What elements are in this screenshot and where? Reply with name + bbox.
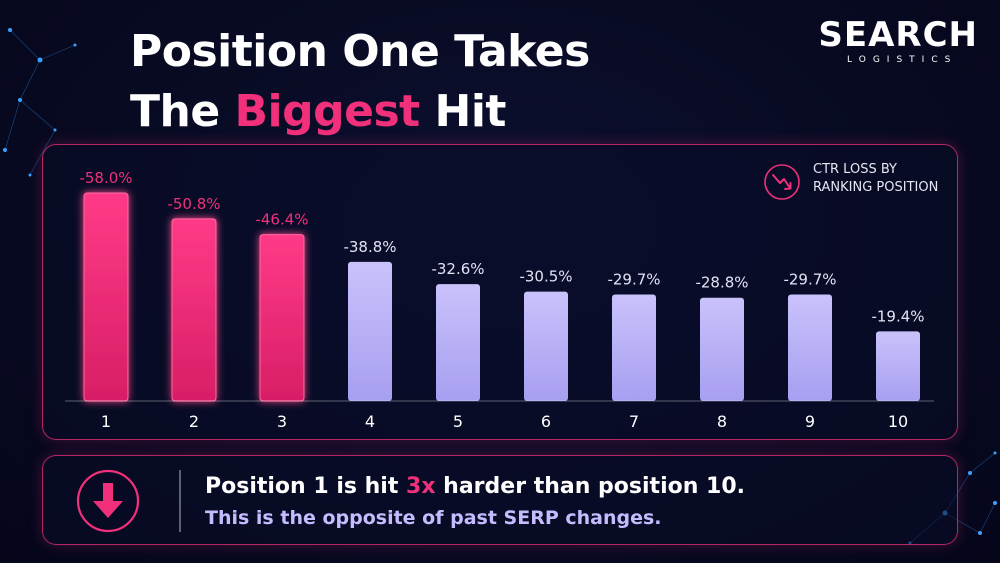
x-tick-label-1: 1	[101, 412, 111, 431]
arrow-down-circle-icon	[76, 469, 140, 533]
bar-chart: -58.0% 1 -50.8% 2 -46.4% 3 -38.8% 4 -32.6% 5 -30.5…	[65, 169, 934, 431]
bar-position-3	[259, 234, 305, 402]
x-tick-label-8: 8	[717, 412, 727, 431]
legend-line-2: RANKING POSITION	[813, 180, 939, 195]
bar-position-8	[700, 297, 744, 401]
brand-tagline: LOGISTICS	[847, 55, 958, 65]
brand-name: SEARCH	[818, 15, 978, 55]
bar-position-6	[524, 291, 568, 401]
callout-box: Position 1 is hit 3x harder than positio…	[42, 455, 958, 545]
x-tick-label-10: 10	[888, 412, 908, 431]
bar-position-5	[436, 284, 480, 401]
data-label-position-8: -28.8%	[695, 274, 748, 292]
x-tick-label-4: 4	[365, 412, 375, 431]
trend-down-icon	[764, 164, 800, 200]
title-highlight: Biggest	[234, 86, 421, 137]
data-label-position-5: -32.6%	[431, 260, 484, 278]
title-suffix: Hit	[419, 86, 507, 137]
x-tick-label-7: 7	[629, 412, 639, 431]
brand-logo: SEARCH LOGISTICS	[818, 16, 978, 66]
data-label-position-6: -30.5%	[519, 268, 572, 286]
callout-prefix: Position 1 is hit	[205, 474, 407, 499]
data-label-position-2: -50.8%	[167, 195, 220, 213]
x-tick-label-2: 2	[189, 412, 199, 431]
x-tick-label-5: 5	[453, 412, 463, 431]
chart-legend: CTR LOSS BY RANKING POSITION	[763, 161, 939, 201]
callout-line-1: Position 1 is hit 3x harder than positio…	[205, 473, 745, 501]
data-label-position-7: -29.7%	[607, 270, 660, 288]
x-tick-label-6: 6	[541, 412, 551, 431]
x-tick-label-3: 3	[277, 412, 287, 431]
chart-panel: CTR LOSS BY RANKING POSITION -58.0% 1 -50.…	[42, 144, 958, 440]
bar-position-7	[612, 294, 656, 401]
x-tick-label-9: 9	[805, 412, 815, 431]
page-title: Position One Takes The Biggest Hit	[130, 22, 590, 142]
callout-suffix: harder than position 10.	[435, 474, 746, 499]
data-label-position-9: -29.7%	[783, 270, 836, 288]
legend-text: CTR LOSS BY RANKING POSITION	[813, 161, 939, 197]
callout-line-2: This is the opposite of past SERP change…	[205, 507, 662, 529]
bar-position-10	[876, 331, 920, 401]
legend-line-1: CTR LOSS BY	[813, 162, 897, 177]
data-label-position-3: -46.4%	[255, 211, 308, 229]
data-label-position-10: -19.4%	[871, 307, 924, 325]
title-prefix: The	[130, 86, 235, 137]
bar-position-1	[83, 192, 129, 402]
bar-position-2	[171, 218, 217, 402]
title-line-2: The Biggest Hit	[130, 82, 590, 142]
callout-divider	[179, 470, 181, 532]
bar-position-9	[788, 294, 832, 401]
title-line-1: Position One Takes	[130, 26, 590, 77]
data-label-position-4: -38.8%	[343, 238, 396, 256]
data-label-position-1: -58.0%	[79, 169, 132, 187]
callout-highlight: 3x	[406, 474, 436, 499]
bar-position-4	[348, 261, 392, 401]
